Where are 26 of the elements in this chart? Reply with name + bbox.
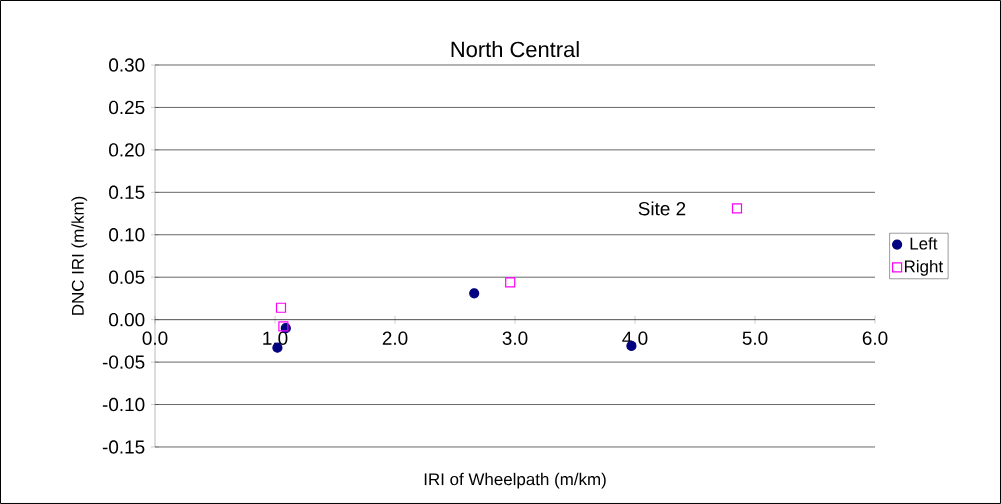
chart-title: North Central xyxy=(451,41,579,58)
y-tick-label: 0.10 xyxy=(109,228,145,242)
x-tick-label: 0.0 xyxy=(142,331,168,345)
y-tick-label: 0.20 xyxy=(109,143,145,157)
y-tick-label: 0.25 xyxy=(109,100,145,115)
point xyxy=(275,302,287,313)
y-tick-label: 0.05 xyxy=(109,270,145,284)
x-tick-label: 1.0 xyxy=(263,331,288,345)
y-tick-label: -0.10 xyxy=(102,397,145,412)
point xyxy=(469,288,480,299)
y-axis-title: DNC IRI (m/km) xyxy=(71,196,88,315)
point xyxy=(731,203,743,214)
legend-label: Left xyxy=(910,237,938,250)
y-tick-label: 0.15 xyxy=(109,185,145,200)
legend-label: Right xyxy=(904,259,943,276)
x-tick-label: 3.0 xyxy=(502,331,528,345)
y-tick-label: -0.15 xyxy=(102,440,145,454)
x-axis-title: IRI of Wheelpath (m/km) xyxy=(424,472,606,489)
y-tick-label: 0.00 xyxy=(109,312,145,327)
x-tick-label: 5.0 xyxy=(742,331,768,345)
x-tick-label: 6.0 xyxy=(862,331,888,345)
y-tick-label: -0.05 xyxy=(102,355,145,369)
annotation: Site 2 xyxy=(638,201,686,216)
x-tick-label: 2.0 xyxy=(382,331,408,345)
y-tick-label: 0.30 xyxy=(109,58,145,72)
point xyxy=(505,277,516,288)
